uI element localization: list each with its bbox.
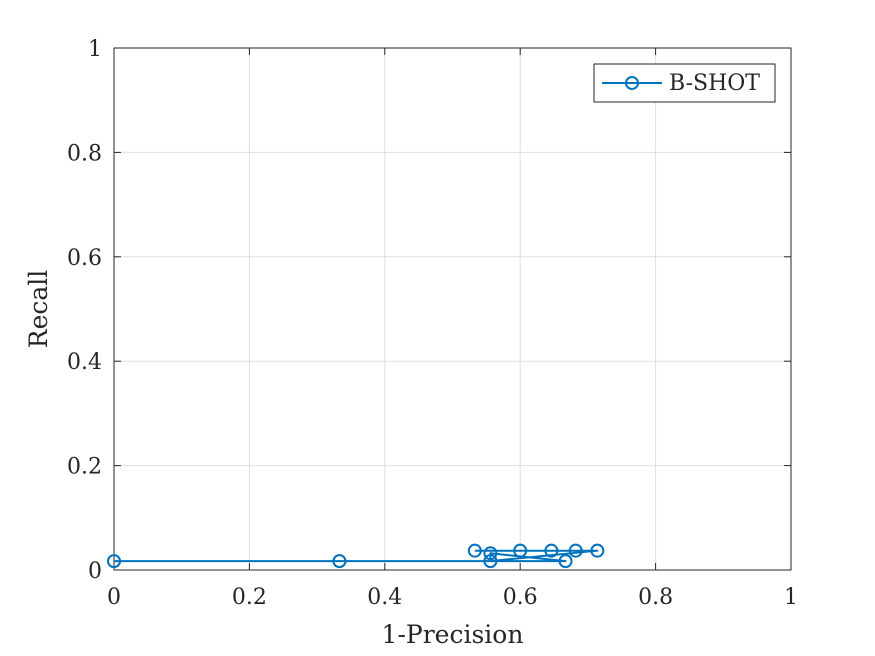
plot-area <box>114 48 791 570</box>
grid <box>113 47 792 571</box>
legend: B-SHOT <box>593 63 776 103</box>
data-point <box>467 543 482 558</box>
y-tick-labels: 0 0.2 0.4 0.6 0.8 1 <box>67 37 102 584</box>
data-point <box>332 554 347 569</box>
x-tick-labels: 0 0.2 0.4 0.6 0.8 1 <box>107 585 798 610</box>
x-tick-label: 0.8 <box>638 585 673 610</box>
x-tick-label: 1 <box>784 585 798 610</box>
data-point <box>107 554 121 569</box>
y-tick-label: 0 <box>88 559 102 584</box>
y-tick-label: 0.8 <box>67 141 102 166</box>
data-point <box>590 543 605 558</box>
plot-frame <box>113 47 792 571</box>
data-point <box>483 546 498 561</box>
data-point <box>483 554 498 569</box>
legend-marker-sample <box>625 76 639 90</box>
legend-entry-label: B-SHOT <box>669 71 760 96</box>
series-line <box>114 549 599 563</box>
x-tick-label: 0.6 <box>503 585 538 610</box>
data-point <box>544 543 559 558</box>
data-point <box>513 543 528 558</box>
y-axis-label: Recall <box>24 270 53 349</box>
x-tick-label: 0.4 <box>367 585 402 610</box>
x-tick-label: 0.2 <box>232 585 267 610</box>
data-point <box>558 554 573 569</box>
y-tick-label: 0.6 <box>67 246 102 271</box>
x-axis-label: 1-Precision <box>382 620 524 649</box>
y-tick-label: 0.4 <box>67 350 102 375</box>
x-tick-label: 0 <box>107 585 121 610</box>
series-layer <box>107 543 605 569</box>
y-tick-label: 0.2 <box>67 455 102 480</box>
data-point <box>568 543 583 558</box>
y-tick-label: 1 <box>88 37 102 62</box>
